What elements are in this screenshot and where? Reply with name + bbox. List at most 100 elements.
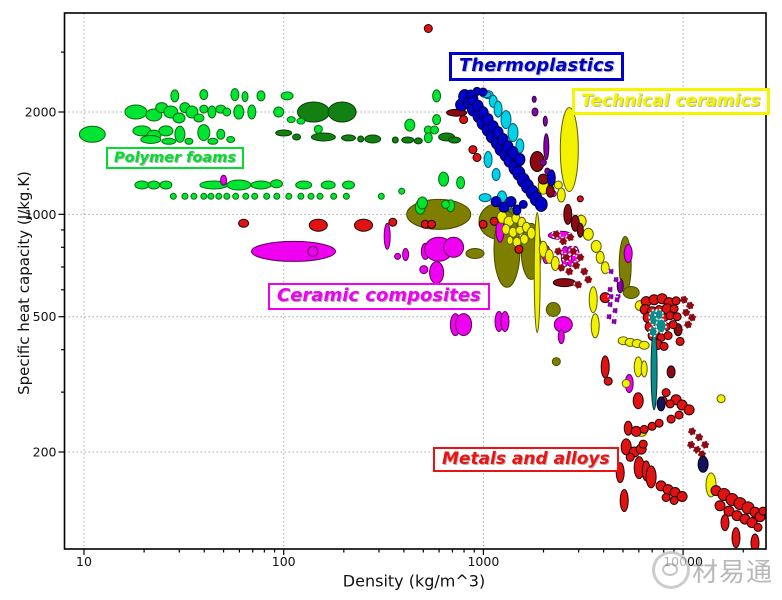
data-bubble [423,24,433,33]
watermark-logo-icon [652,551,690,589]
data-bubble [438,171,450,187]
data-bubble [553,180,563,190]
data-bubble [659,341,669,351]
data-bubble [697,455,709,473]
series-technical-ceramics [496,107,726,498]
data-bubble [537,173,549,185]
data-bubble [553,316,573,334]
data-bubble [330,192,338,200]
data-bubble [493,100,503,118]
data-bubble [519,233,529,245]
data-bubble [169,192,177,200]
data-bubble [416,196,428,210]
data-bubble [342,192,350,200]
data-bubble [207,192,215,200]
data-bubble [251,240,336,262]
data-bubble [456,176,466,190]
data-bubble [430,125,439,135]
data-bubble [543,133,550,161]
data-bubble [398,187,406,195]
data-bubble [342,180,355,190]
data-bubble [316,192,324,200]
data-bubble [605,313,613,321]
x-axis-title: Density (kg/m^3) [342,571,486,591]
x-tick-label: 10 [76,554,92,569]
data-bubble [700,440,710,450]
data-bubble [134,180,150,190]
data-bubble [468,145,478,155]
data-bubble [413,137,423,145]
data-bubble [489,216,499,226]
series-metals-and-alloys [238,24,766,549]
data-bubble [478,87,488,97]
y-tick-label: 2000 [25,105,57,120]
data-bubble [200,192,208,200]
data-bubble [620,438,632,456]
y-tick-label: 200 [33,445,57,460]
data-bubble [512,204,522,216]
data-bubble [295,180,313,190]
data-bubble [215,192,223,200]
data-bubble [559,107,579,193]
data-bubble [571,260,581,271]
data-bubble [668,320,678,330]
data-bubble [140,135,162,144]
data-bubble [296,117,306,125]
data-bubble [716,394,726,404]
data-bubble [582,227,594,241]
data-bubble [478,219,488,229]
data-bubble [505,196,517,208]
data-bubble [216,128,226,140]
y-axis-title: Specific heat capacity (J/kg.K) [15,171,33,395]
data-bubble [78,125,106,143]
data-bubble [606,300,614,309]
data-bubble [364,134,382,144]
data-bubble [683,404,695,416]
data-bubble [273,106,285,118]
series-polymer-foams-dark [275,101,461,145]
data-bubble [222,107,232,117]
data-bubble [220,174,228,186]
data-bubble [607,267,615,276]
data-bubble [607,292,615,301]
data-bubble [285,192,293,200]
data-bubble [199,89,209,101]
data-bubble [184,137,194,145]
data-bubble [401,136,415,144]
data-bubble [640,360,648,378]
data-bubble [297,192,305,200]
data-bubble [687,312,697,323]
data-bubble [226,179,252,191]
data-bubble [542,115,548,127]
data-bubble [391,136,399,144]
data-bubble [263,192,271,200]
data-bubble [545,184,555,198]
tick-labels: 1010010001000020001000500200 [25,105,703,570]
data-bubble [181,192,189,200]
label-metals-and-alloys: Metals and alloys [433,447,619,473]
data-bubble [273,192,281,200]
data-bubble [588,286,598,314]
data-bubble [147,180,161,190]
data-bubble [674,410,684,420]
data-bubble [545,302,561,317]
data-bubble [686,440,696,450]
data-bubble [606,285,614,294]
data-bubble [247,104,257,120]
series-purple-dotted [605,267,622,326]
data-bubble [666,365,676,379]
series-metals-dark-dotted [551,229,710,459]
data-bubble [448,136,461,144]
data-bubble [557,329,565,345]
data-bubble [320,180,336,190]
data-bubble [170,89,180,103]
data-bubble [207,137,219,145]
data-bubble [661,388,671,398]
data-bubble [675,336,685,346]
data-bubble [714,500,726,512]
data-bubble [427,219,437,229]
data-bubble [161,137,177,145]
data-bubble [230,88,240,102]
data-bubble [383,222,391,250]
